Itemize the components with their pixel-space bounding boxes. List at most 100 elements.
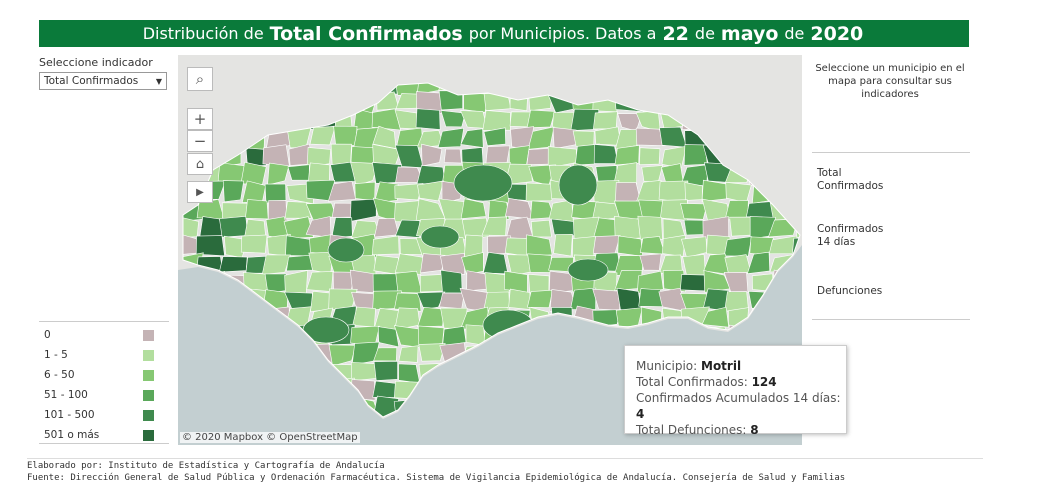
municipality-shape[interactable] bbox=[418, 343, 446, 362]
municipality-shape[interactable] bbox=[570, 108, 600, 131]
municipality-shape[interactable] bbox=[240, 161, 267, 185]
map-canvas[interactable] bbox=[178, 55, 802, 445]
municipality-shape[interactable] bbox=[218, 256, 248, 273]
municipality-shape[interactable] bbox=[701, 179, 732, 202]
municipality-shape[interactable] bbox=[350, 198, 377, 222]
municipality-map[interactable]: ⌕ + − ⌂ ▶ © 2020 Mapbox © OpenStreetMap bbox=[178, 55, 802, 445]
municipality-shape[interactable] bbox=[615, 182, 641, 203]
municipality-shape[interactable] bbox=[593, 111, 618, 130]
municipality-shape[interactable] bbox=[483, 127, 506, 146]
municipality-shape[interactable] bbox=[195, 235, 225, 257]
municipality-shape[interactable] bbox=[245, 199, 269, 220]
municipality-shape[interactable] bbox=[553, 233, 573, 257]
municipality-shape[interactable] bbox=[453, 164, 513, 202]
municipality-shape[interactable] bbox=[505, 197, 535, 220]
municipality-shape[interactable] bbox=[373, 181, 399, 204]
play-icon[interactable]: ▶ bbox=[187, 181, 213, 203]
municipality-shape[interactable] bbox=[394, 183, 424, 201]
municipality-shape[interactable] bbox=[508, 288, 531, 310]
municipality-shape[interactable] bbox=[460, 198, 487, 219]
municipality-shape[interactable] bbox=[527, 253, 552, 273]
municipality-shape[interactable] bbox=[572, 236, 596, 259]
municipality-shape[interactable] bbox=[488, 199, 510, 221]
municipality-shape[interactable] bbox=[526, 147, 552, 165]
municipality-shape[interactable] bbox=[526, 109, 556, 129]
municipality-shape[interactable] bbox=[723, 236, 753, 257]
municipality-shape[interactable] bbox=[371, 108, 401, 131]
municipality-shape[interactable] bbox=[308, 251, 334, 274]
municipality-shape[interactable] bbox=[416, 291, 446, 310]
home-icon[interactable]: ⌂ bbox=[187, 153, 213, 175]
municipality-shape[interactable] bbox=[485, 145, 511, 165]
municipality-shape[interactable] bbox=[567, 258, 609, 282]
municipality-shape[interactable] bbox=[440, 269, 463, 294]
municipality-shape[interactable] bbox=[662, 269, 687, 293]
municipality-shape[interactable] bbox=[437, 127, 465, 148]
municipality-shape[interactable] bbox=[531, 219, 552, 238]
municipality-shape[interactable] bbox=[723, 272, 749, 293]
municipality-shape[interactable] bbox=[331, 217, 353, 239]
municipality-shape[interactable] bbox=[680, 203, 708, 220]
municipality-shape[interactable] bbox=[245, 147, 267, 167]
municipality-shape[interactable] bbox=[373, 347, 398, 362]
municipality-shape[interactable] bbox=[746, 251, 771, 275]
municipality-shape[interactable] bbox=[351, 361, 378, 382]
municipality-shape[interactable] bbox=[240, 234, 268, 254]
legend-item[interactable]: 51 - 100 bbox=[44, 385, 154, 405]
municipality-shape[interactable] bbox=[593, 144, 619, 164]
municipality-shape[interactable] bbox=[525, 182, 555, 202]
indicator-dropdown[interactable]: Total Confirmados ▼ bbox=[39, 72, 167, 90]
municipality-shape[interactable] bbox=[440, 110, 466, 128]
municipality-shape[interactable] bbox=[267, 162, 290, 186]
municipality-shape[interactable] bbox=[724, 254, 752, 275]
municipality-shape[interactable] bbox=[417, 180, 445, 202]
municipality-shape[interactable] bbox=[420, 225, 460, 249]
municipality-shape[interactable] bbox=[394, 253, 425, 276]
municipality-shape[interactable] bbox=[614, 145, 640, 166]
municipality-shape[interactable] bbox=[439, 292, 465, 309]
municipality-shape[interactable] bbox=[637, 215, 663, 240]
municipality-shape[interactable] bbox=[328, 344, 357, 367]
municipality-shape[interactable] bbox=[354, 181, 376, 201]
municipality-shape[interactable] bbox=[461, 252, 484, 275]
municipality-shape[interactable] bbox=[460, 128, 484, 148]
municipality-shape[interactable] bbox=[443, 148, 462, 164]
municipality-shape[interactable] bbox=[682, 254, 706, 276]
municipality-shape[interactable] bbox=[481, 216, 507, 236]
municipality-shape[interactable] bbox=[262, 144, 290, 168]
municipality-shape[interactable] bbox=[374, 218, 400, 238]
municipality-shape[interactable] bbox=[570, 287, 597, 310]
zoom-in-icon[interactable]: + bbox=[187, 108, 213, 130]
municipality-shape[interactable] bbox=[440, 252, 465, 275]
municipality-shape[interactable] bbox=[327, 180, 357, 202]
legend-item[interactable]: 0 bbox=[44, 325, 154, 345]
municipality-shape[interactable] bbox=[662, 234, 687, 257]
municipality-shape[interactable] bbox=[349, 269, 380, 293]
legend-item[interactable]: 501 o más bbox=[44, 425, 154, 445]
municipality-shape[interactable] bbox=[637, 270, 664, 294]
municipality-shape[interactable] bbox=[421, 143, 443, 167]
legend-item[interactable]: 101 - 500 bbox=[44, 405, 154, 425]
municipality-shape[interactable] bbox=[661, 145, 687, 169]
municipality-shape[interactable] bbox=[749, 236, 774, 256]
municipality-shape[interactable] bbox=[482, 110, 511, 131]
municipality-shape[interactable] bbox=[574, 143, 600, 166]
municipality-shape[interactable] bbox=[509, 145, 530, 168]
legend-item[interactable]: 6 - 50 bbox=[44, 365, 154, 385]
municipality-shape[interactable] bbox=[420, 274, 445, 293]
municipality-shape[interactable] bbox=[746, 200, 774, 219]
municipality-shape[interactable] bbox=[287, 164, 310, 181]
municipality-shape[interactable] bbox=[528, 273, 550, 294]
municipality-shape[interactable] bbox=[350, 161, 379, 187]
municipality-shape[interactable] bbox=[638, 288, 664, 308]
municipality-shape[interactable] bbox=[327, 237, 365, 263]
zoom-out-icon[interactable]: − bbox=[187, 130, 213, 152]
municipality-shape[interactable] bbox=[222, 180, 245, 203]
municipality-shape[interactable] bbox=[373, 361, 398, 381]
municipality-shape[interactable] bbox=[617, 235, 644, 257]
municipality-shape[interactable] bbox=[418, 325, 445, 346]
municipality-shape[interactable] bbox=[639, 147, 661, 166]
municipality-shape[interactable] bbox=[394, 292, 422, 312]
municipality-shape[interactable] bbox=[306, 147, 331, 168]
municipality-shape[interactable] bbox=[729, 216, 754, 237]
